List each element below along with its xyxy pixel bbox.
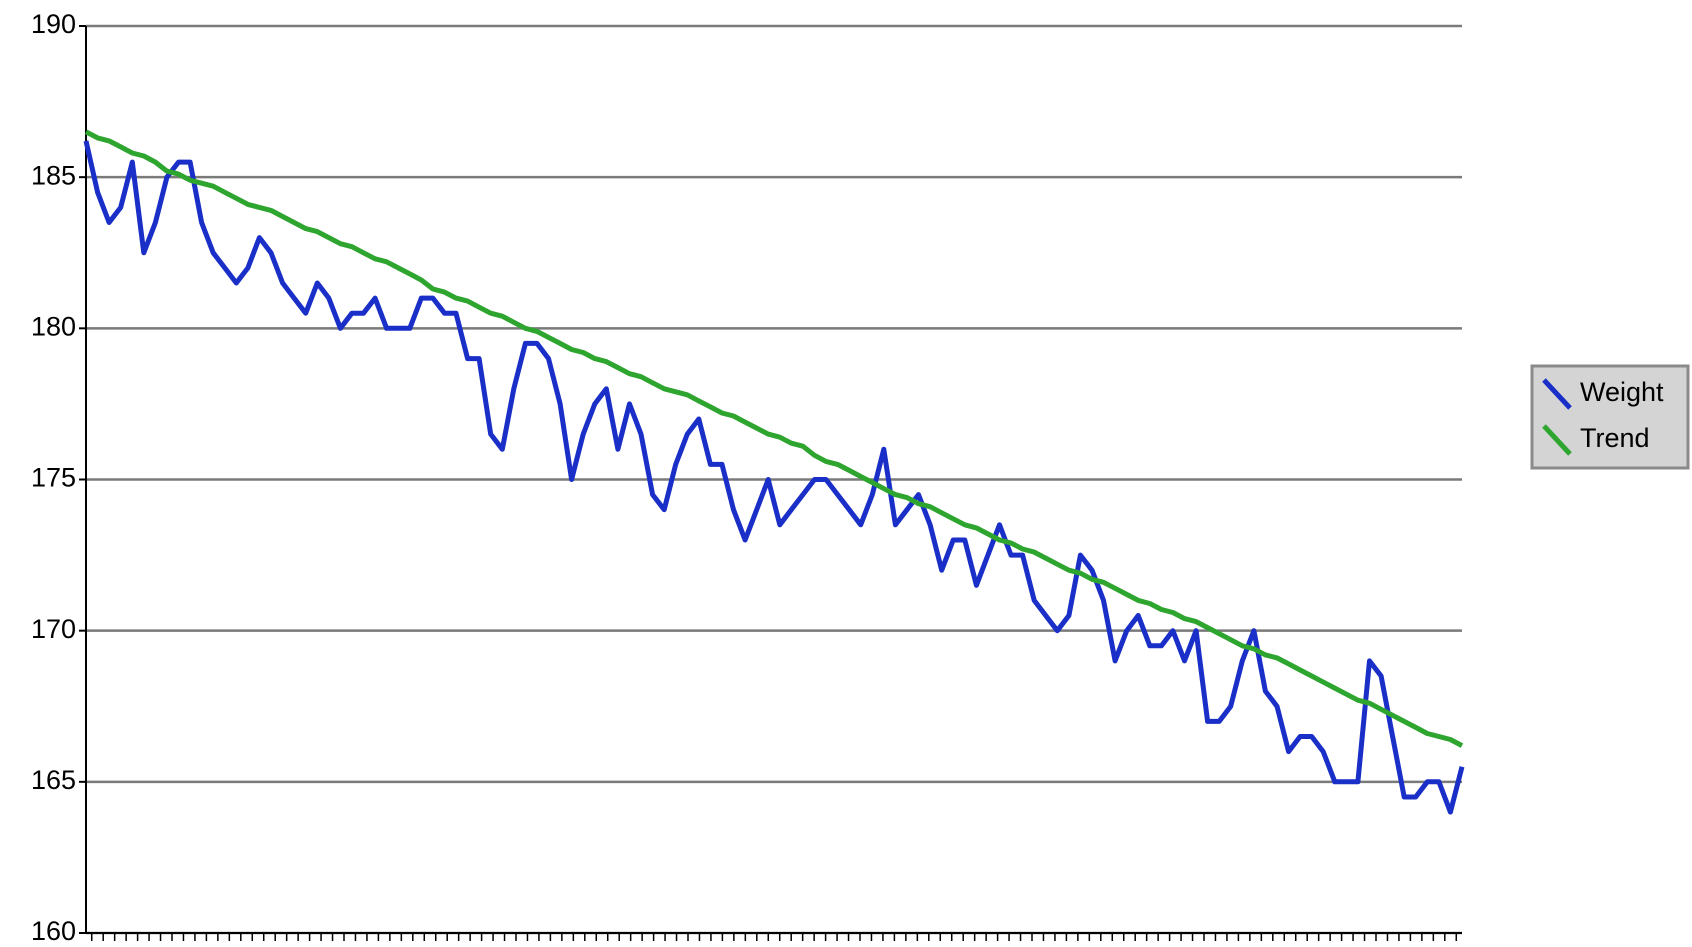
series-line (83, 140, 1465, 815)
y-tick-label: 180 (31, 311, 76, 341)
legend-label: Weight (1580, 377, 1664, 407)
legend: Weight Trend (1530, 364, 1690, 470)
y-tick-label: 185 (31, 160, 76, 190)
legend-label: Trend (1580, 423, 1650, 453)
y-tick-label: 170 (31, 614, 76, 644)
series-line (84, 129, 1464, 748)
y-tick-label: 190 (31, 9, 76, 39)
y-tick-label: 160 (31, 916, 76, 946)
legend-swatch (1542, 424, 1572, 456)
legend-swatch (1542, 378, 1572, 410)
y-tick-label: 165 (31, 765, 76, 795)
y-tick-label: 175 (31, 463, 76, 493)
legend-box (1530, 364, 1690, 470)
